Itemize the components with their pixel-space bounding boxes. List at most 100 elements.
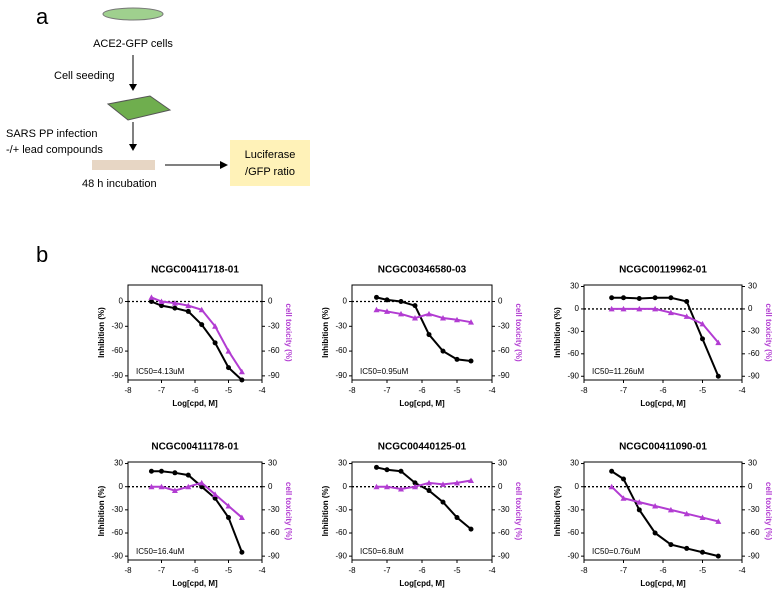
point xyxy=(636,305,643,312)
x-tick-label: -7 xyxy=(383,386,391,395)
x-axis-label: Log[cpd, M] xyxy=(172,579,218,588)
y-tick-label: 30 xyxy=(114,459,123,468)
x-tick-label: -6 xyxy=(659,566,667,575)
point xyxy=(668,295,674,301)
plate xyxy=(106,95,172,121)
y-tick-label: -60 xyxy=(335,528,347,537)
point xyxy=(454,356,460,362)
series-line xyxy=(151,296,243,373)
y-tick-label: -60 xyxy=(111,528,123,537)
step-text: /GFP ratio xyxy=(245,166,295,178)
point xyxy=(667,309,674,316)
point xyxy=(398,468,404,474)
y2-tick-label: 30 xyxy=(748,459,757,468)
plot-frame xyxy=(127,461,263,561)
y2-tick-label: -60 xyxy=(268,528,280,537)
point xyxy=(683,313,690,319)
point xyxy=(158,298,165,305)
point xyxy=(426,332,432,338)
point xyxy=(668,542,674,548)
point xyxy=(652,295,658,301)
y-tick-label: -90 xyxy=(111,371,123,380)
point xyxy=(185,483,192,490)
y2-tick-label: -30 xyxy=(498,505,510,514)
x-tick-label: -8 xyxy=(124,566,132,575)
y2-tick-label: 0 xyxy=(748,304,753,313)
point xyxy=(212,495,218,501)
x-tick-label: -6 xyxy=(191,566,199,575)
readout-box xyxy=(230,140,310,186)
point xyxy=(715,553,721,559)
x-tick-label: -6 xyxy=(418,566,426,575)
y2-axis-label: cell toxicity (%) xyxy=(514,482,523,541)
y-tick-label: 0 xyxy=(575,482,580,491)
point xyxy=(652,305,659,312)
x-tick-label: -8 xyxy=(124,386,132,395)
point xyxy=(700,336,705,342)
point xyxy=(426,488,432,494)
point xyxy=(454,515,460,521)
point xyxy=(426,479,432,486)
y2-axis-label: cell toxicity (%) xyxy=(284,482,293,541)
x-tick-label: -7 xyxy=(620,566,628,575)
point xyxy=(468,526,474,532)
y-axis-label: Inhibition (%) xyxy=(321,485,330,536)
point xyxy=(700,549,705,555)
point xyxy=(158,483,165,490)
plot-frame xyxy=(351,461,493,561)
series-line xyxy=(376,296,472,362)
y-tick-label: -30 xyxy=(567,326,579,335)
y2-tick-label: 30 xyxy=(268,459,277,468)
point xyxy=(171,300,178,306)
x-tick-label: -4 xyxy=(738,566,746,575)
point xyxy=(185,472,191,478)
y-tick-label: -90 xyxy=(335,371,347,380)
y-axis-label: Inhibition (%) xyxy=(321,307,330,358)
point xyxy=(225,348,232,354)
point xyxy=(440,481,446,487)
step-text: -/+ lead compounds xyxy=(6,144,103,156)
y-tick-label: 30 xyxy=(338,459,347,468)
chart-title: NCGC00346580-03 xyxy=(378,265,467,276)
x-tick-label: -6 xyxy=(659,386,667,395)
chart-title: NCGC00411178-01 xyxy=(151,442,239,453)
point xyxy=(398,299,404,305)
y2-tick-label: -90 xyxy=(268,371,280,380)
annotation: IC50=16.4uM xyxy=(136,547,185,556)
series-line xyxy=(376,308,472,324)
y-tick-label: 0 xyxy=(119,297,124,306)
point xyxy=(699,514,706,521)
point xyxy=(454,316,460,323)
series-line xyxy=(376,479,472,491)
point xyxy=(412,315,418,321)
y2-axis-label: cell toxicity (%) xyxy=(514,303,523,362)
annotation: IC50=0.95uM xyxy=(360,367,409,376)
y2-tick-label: 0 xyxy=(268,297,273,306)
plot-frame xyxy=(583,284,743,381)
point xyxy=(608,305,615,312)
step-text: 48 h incubation xyxy=(82,178,157,190)
plot-frame xyxy=(351,284,493,381)
point xyxy=(620,495,627,501)
point xyxy=(148,299,154,305)
x-axis-label: Log[cpd, M] xyxy=(172,399,218,408)
step-text: Luciferase xyxy=(245,149,296,161)
point xyxy=(238,514,245,521)
point xyxy=(667,506,674,513)
point xyxy=(621,476,626,482)
point xyxy=(609,295,615,301)
point xyxy=(652,530,658,536)
y2-tick-label: 0 xyxy=(498,482,503,491)
y-tick-label: -90 xyxy=(567,371,579,380)
point xyxy=(199,322,205,328)
point xyxy=(398,310,404,317)
y-tick-label: -30 xyxy=(111,505,123,514)
x-axis-label: Log[cpd, M] xyxy=(399,579,445,588)
y2-tick-label: -60 xyxy=(748,349,760,358)
point xyxy=(239,377,245,383)
y-tick-label: -60 xyxy=(567,528,579,537)
y-tick-label: 0 xyxy=(575,304,580,313)
chart-title: NCGC00440125-01 xyxy=(378,442,467,453)
point xyxy=(373,483,380,490)
arrowhead xyxy=(220,161,228,169)
